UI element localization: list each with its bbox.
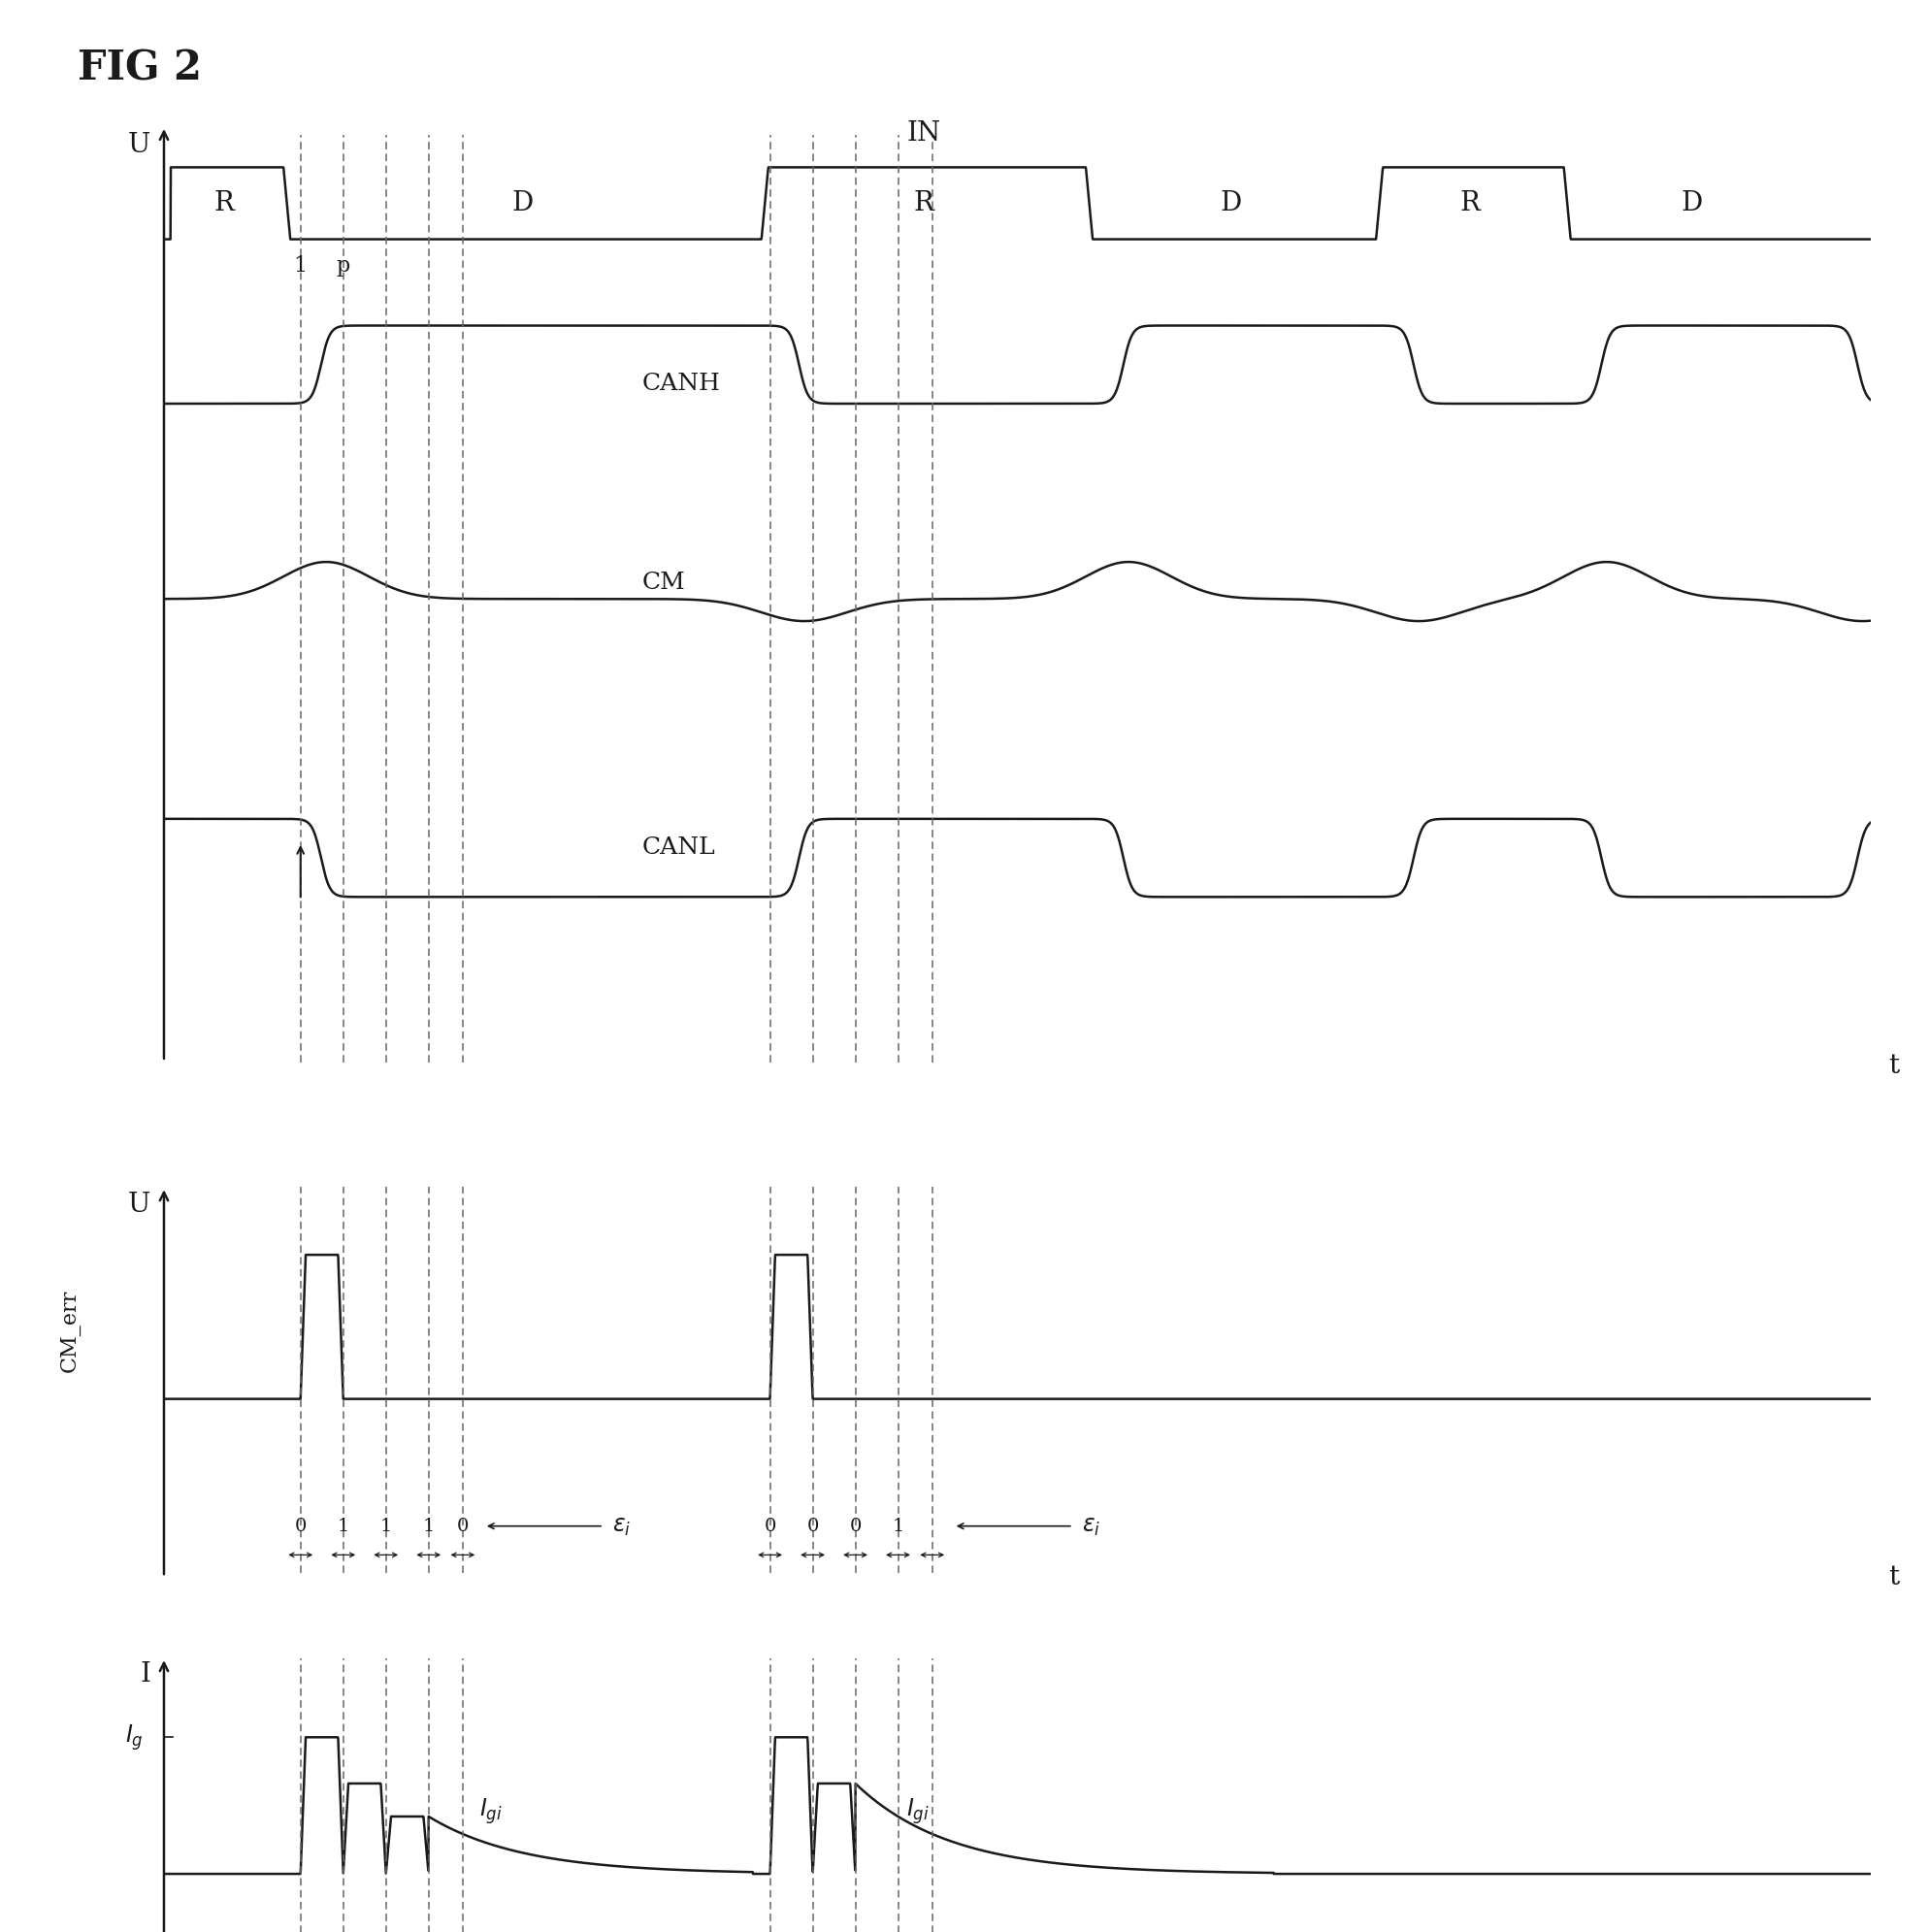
Text: 1: 1 [338, 1517, 349, 1534]
Text: I: I [139, 1662, 150, 1687]
Text: CM: CM [642, 572, 685, 593]
Text: 1: 1 [891, 1517, 905, 1534]
Text: CANH: CANH [642, 373, 720, 394]
Text: CM_err: CM_err [60, 1291, 81, 1372]
Text: 0: 0 [764, 1517, 775, 1534]
Text: t: t [1888, 1563, 1898, 1590]
Text: 0: 0 [457, 1517, 469, 1534]
Text: p: p [336, 255, 351, 276]
Text: t: t [1888, 1053, 1898, 1078]
Text: 0: 0 [295, 1517, 307, 1534]
Text: 0: 0 [849, 1517, 862, 1534]
Text: $\varepsilon_i$: $\varepsilon_i$ [1082, 1515, 1100, 1538]
Text: $I_{gi}$: $I_{gi}$ [480, 1797, 503, 1826]
Text: D: D [1221, 189, 1242, 216]
Text: 1: 1 [380, 1517, 392, 1534]
Text: 0: 0 [806, 1517, 818, 1534]
Text: R: R [214, 189, 233, 216]
Text: R: R [914, 189, 934, 216]
Text: CANL: CANL [642, 837, 716, 858]
Text: 1: 1 [422, 1517, 434, 1534]
Text: D: D [1680, 189, 1703, 216]
Text: $I_{gi}$: $I_{gi}$ [907, 1797, 930, 1826]
Text: U: U [127, 133, 150, 158]
Text: R: R [1460, 189, 1480, 216]
Text: U: U [127, 1192, 150, 1219]
Text: $\varepsilon_i$: $\varepsilon_i$ [611, 1515, 631, 1538]
Text: 1: 1 [293, 255, 307, 276]
Text: $I_g$: $I_g$ [125, 1721, 143, 1752]
Text: D: D [511, 189, 532, 216]
Text: IN: IN [907, 120, 941, 147]
Text: FIG 2: FIG 2 [77, 48, 201, 89]
